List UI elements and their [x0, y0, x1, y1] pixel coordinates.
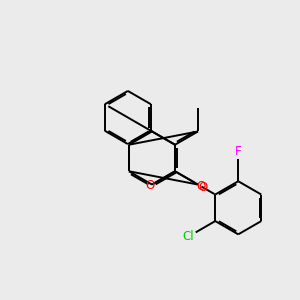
Text: Cl: Cl	[182, 230, 194, 243]
Text: O: O	[145, 179, 154, 193]
Text: O: O	[196, 180, 205, 193]
Text: O: O	[198, 181, 208, 194]
Text: F: F	[235, 145, 242, 158]
